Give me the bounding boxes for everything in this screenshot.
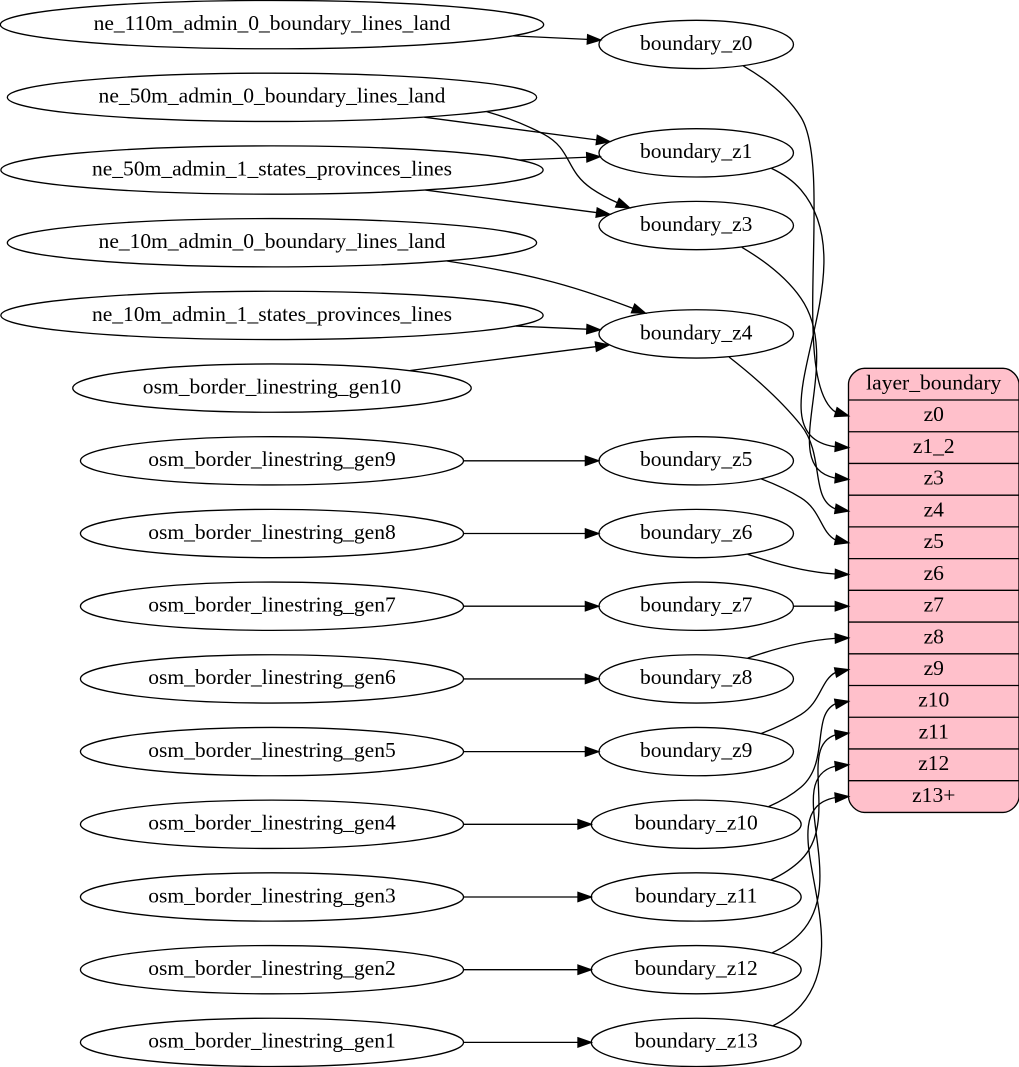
svg-text:ne_50m_admin_1_states_province: ne_50m_admin_1_states_provinces_lines [92,156,452,180]
svg-text:osm_border_linestring_gen4: osm_border_linestring_gen4 [148,811,396,835]
svg-text:boundary_z12: boundary_z12 [635,956,758,980]
svg-text:osm_border_linestring_gen10: osm_border_linestring_gen10 [143,374,401,398]
svg-text:osm_border_linestring_gen7: osm_border_linestring_gen7 [148,593,396,617]
svg-text:osm_border_linestring_gen6: osm_border_linestring_gen6 [148,665,396,689]
svg-text:osm_border_linestring_gen2: osm_border_linestring_gen2 [148,956,396,980]
svg-text:z5: z5 [924,529,944,553]
svg-text:boundary_z3: boundary_z3 [640,212,752,236]
svg-text:boundary_z6: boundary_z6 [640,520,753,544]
svg-text:boundary_z0: boundary_z0 [640,31,752,55]
svg-text:boundary_z9: boundary_z9 [640,738,752,762]
svg-text:ne_10m_admin_0_boundary_lines_: ne_10m_admin_0_boundary_lines_land [99,229,446,253]
svg-text:z8: z8 [924,624,944,648]
svg-text:layer_boundary: layer_boundary [866,370,1001,394]
svg-text:boundary_z4: boundary_z4 [640,320,753,344]
svg-text:z7: z7 [924,593,945,617]
svg-text:ne_50m_admin_0_boundary_lines_: ne_50m_admin_0_boundary_lines_land [99,84,446,108]
svg-text:z12: z12 [918,751,949,775]
svg-text:boundary_z5: boundary_z5 [640,447,752,471]
svg-text:ne_110m_admin_0_boundary_lines: ne_110m_admin_0_boundary_lines_land [94,11,451,35]
svg-text:boundary_z11: boundary_z11 [635,883,757,907]
svg-text:z3: z3 [924,466,944,490]
svg-text:z4: z4 [924,497,945,521]
svg-text:boundary_z13: boundary_z13 [635,1029,758,1053]
svg-text:z9: z9 [924,656,944,680]
svg-text:z11: z11 [919,719,949,743]
svg-text:z1_2: z1_2 [913,434,955,458]
svg-text:z13+: z13+ [912,783,955,807]
svg-text:osm_border_linestring_gen1: osm_border_linestring_gen1 [148,1029,396,1053]
svg-text:z10: z10 [918,688,949,712]
svg-text:z6: z6 [924,561,945,585]
svg-text:osm_border_linestring_gen3: osm_border_linestring_gen3 [148,883,396,907]
svg-text:boundary_z8: boundary_z8 [640,665,752,689]
svg-text:boundary_z10: boundary_z10 [635,811,758,835]
svg-text:boundary_z7: boundary_z7 [640,593,753,617]
svg-text:boundary_z1: boundary_z1 [640,139,752,163]
svg-text:osm_border_linestring_gen9: osm_border_linestring_gen9 [148,447,396,471]
svg-text:osm_border_linestring_gen8: osm_border_linestring_gen8 [148,520,396,544]
svg-text:ne_10m_admin_1_states_province: ne_10m_admin_1_states_provinces_lines [92,302,452,326]
svg-text:z0: z0 [924,402,944,426]
svg-text:osm_border_linestring_gen5: osm_border_linestring_gen5 [148,738,396,762]
